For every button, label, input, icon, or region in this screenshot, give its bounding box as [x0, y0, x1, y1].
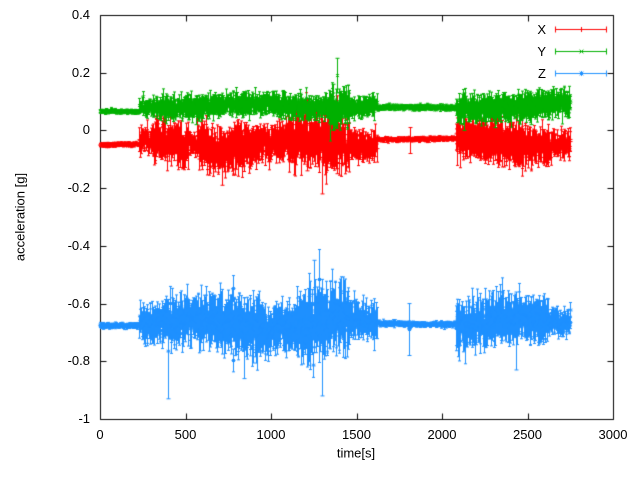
y-tick-label: -1 [78, 411, 90, 426]
x-tick-label: 2500 [513, 427, 542, 442]
x-tick-label: 2000 [427, 427, 457, 442]
legend-sample-z [554, 66, 608, 80]
y-tick-label: -0.6 [67, 295, 90, 311]
x-tick-label: 0 [96, 427, 104, 442]
y-tick-label: 0.2 [71, 64, 90, 80]
y-tick-label: 0.4 [71, 7, 90, 22]
legend-item-z: Z [537, 64, 608, 82]
legend-sample-y [554, 44, 608, 58]
legend-label: Y [537, 43, 546, 59]
x-tick-label: 3000 [598, 427, 628, 442]
legend-label: X [537, 21, 546, 37]
x-tick-label: 1000 [256, 427, 286, 442]
x-tick-label: 1500 [342, 427, 371, 442]
legend-label: Z [538, 65, 546, 81]
y-tick-label: 0 [82, 122, 90, 138]
legend-item-y: Y [537, 42, 608, 60]
y-tick-label: -0.2 [67, 180, 90, 196]
y-tick-label: -0.4 [67, 237, 90, 253]
legend-sample-x [554, 22, 608, 36]
x-tick-label: 500 [174, 427, 197, 442]
x-axis-label: time[s] [336, 445, 376, 461]
y-tick-label: -0.8 [67, 353, 90, 369]
legend-item-x: X [537, 20, 608, 38]
